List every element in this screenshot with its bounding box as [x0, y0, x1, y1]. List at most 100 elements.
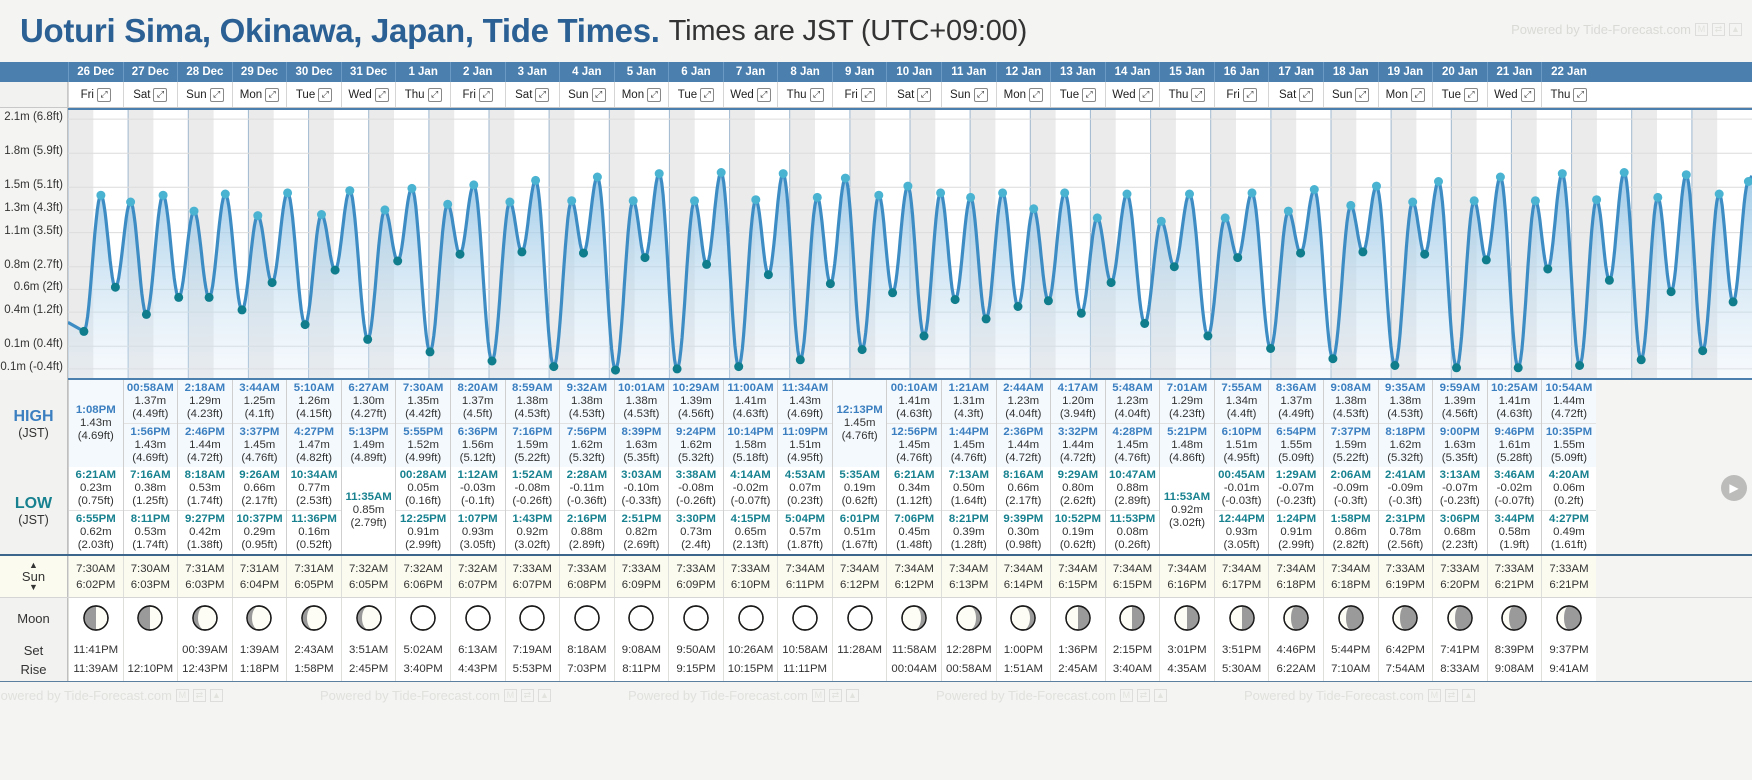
tide-height-m: 1.41m	[898, 395, 931, 407]
expand-icon[interactable]: ⤢	[1410, 87, 1425, 102]
tide-height-ft: (4.69ft)	[132, 451, 169, 464]
tide-event: 3:03AM -0.10m (-0.33ft)	[615, 467, 669, 510]
date-cell[interactable]: 15 Jan	[1159, 62, 1214, 82]
tide-time: 9:26AM	[239, 469, 280, 481]
tide-event: 2:41AM -0.09m (-0.3ft)	[1379, 467, 1433, 510]
tide-height-m: 1.63m	[1444, 439, 1476, 451]
date-cell[interactable]: 16 Jan	[1213, 62, 1269, 82]
tide-height-ft: (4.72ft)	[1059, 451, 1096, 464]
expand-icon[interactable]: ⤢	[1082, 87, 1097, 102]
tide-time: 00:28AM	[399, 469, 447, 481]
expand-icon[interactable]: ⤢	[1191, 87, 1206, 102]
tide-event: 1:12AM -0.03m (-0.1ft)	[451, 467, 505, 510]
tide-height-ft: (2.69ft)	[623, 538, 660, 551]
tide-time: 12:25PM	[400, 513, 447, 525]
date-cell[interactable]: 10 Jan	[886, 62, 941, 82]
date-cell[interactable]: 28 Dec	[177, 62, 232, 82]
expand-icon[interactable]: ⤢	[1242, 87, 1257, 102]
date-cell[interactable]: 26 Dec	[68, 62, 123, 82]
low-tide-cell: 9:29AM 0.80m (2.62ft) 10:52PM 0.19m (0.62ft)	[1050, 467, 1105, 554]
expand-icon[interactable]: ⤢	[1299, 87, 1314, 102]
dow-cell: Wed ⤢	[1104, 82, 1160, 107]
tide-event: 2:44AM 1.23m (4.04ft)	[997, 380, 1051, 423]
date-cell[interactable]: 2 Jan	[449, 62, 505, 82]
date-cell[interactable]: 11 Jan	[941, 62, 996, 82]
date-cell[interactable]: 12 Jan	[995, 62, 1051, 82]
expand-icon[interactable]: ⤢	[973, 87, 988, 102]
expand-icon[interactable]: ⤢	[427, 87, 442, 102]
moonset-time: 7:19AM	[512, 643, 552, 656]
date-cell[interactable]: 5 Jan	[613, 62, 669, 82]
tide-height-ft: (4.42ft)	[405, 407, 442, 420]
tide-height-ft: (4.69ft)	[77, 429, 114, 442]
sun-cell: 7:31AM 6:03PM	[177, 556, 232, 597]
tide-height-m: 1.34m	[1225, 395, 1258, 407]
tide-height-m: 0.82m	[625, 526, 658, 538]
tide-time: 11:53PM	[1109, 513, 1156, 525]
expand-icon[interactable]: ⤢	[860, 87, 875, 102]
date-cell[interactable]: 14 Jan	[1104, 62, 1160, 82]
expand-icon[interactable]: ⤢	[700, 87, 715, 102]
sunset-time: 6:13PM	[949, 578, 989, 591]
date-cell[interactable]: 8 Jan	[777, 62, 832, 82]
date-cell[interactable]: 27 Dec	[122, 62, 178, 82]
date-cell[interactable]: 20 Jan	[1432, 62, 1487, 82]
expand-icon[interactable]: ⤢	[318, 87, 333, 102]
dow-label: Mon	[239, 88, 263, 101]
expand-icon[interactable]: ⤢	[917, 87, 932, 102]
date-cell[interactable]: 7 Jan	[722, 62, 778, 82]
date-cell[interactable]: 18 Jan	[1322, 62, 1378, 82]
date-cell[interactable]: 19 Jan	[1377, 62, 1433, 82]
sunrise-time: 7:33AM	[1385, 562, 1425, 575]
expand-icon[interactable]: ⤢	[153, 87, 168, 102]
y-axis-tick: 0.4m (1.2ft)	[4, 304, 63, 317]
expand-icon[interactable]: ⤢	[591, 87, 606, 102]
tide-height-ft: (4.76ft)	[896, 451, 933, 464]
play-button[interactable]: ▶	[1721, 475, 1747, 501]
date-cell[interactable]: 31 Dec	[340, 62, 396, 82]
tide-height-ft: (5.32ft)	[677, 451, 715, 464]
date-cell[interactable]: 29 Dec	[231, 62, 287, 82]
expand-icon[interactable]: ⤢	[265, 87, 280, 102]
expand-icon[interactable]: ⤢	[478, 87, 493, 102]
sun-cell: 7:34AM 6:15PM	[1050, 556, 1105, 597]
tide-height-m: -0.02m	[732, 482, 769, 494]
date-cell[interactable]: 4 Jan	[559, 62, 614, 82]
wm2-icon-m: M	[503, 689, 517, 702]
moon-cell	[504, 598, 560, 638]
moon-setrise-cell: 2:43AM 1:58PM	[286, 638, 341, 681]
date-cell[interactable]: 22 Jan	[1541, 62, 1596, 82]
tide-time: 10:14PM	[727, 426, 774, 438]
high-tide-cell: 8:20AM 1.37m (4.5ft) 6:36PM 1.56m (5.12ft)	[449, 380, 505, 467]
dow-cell: Sat ⤢	[1268, 82, 1323, 107]
expand-icon[interactable]: ⤢	[1138, 87, 1153, 102]
expand-icon[interactable]: ⤢	[535, 87, 550, 102]
tide-height-ft: (3.02ft)	[1168, 516, 1206, 529]
date-cell[interactable]: 13 Jan	[1050, 62, 1105, 82]
date-cell[interactable]: 3 Jan	[504, 62, 560, 82]
expand-icon[interactable]: ⤢	[1573, 87, 1588, 102]
tide-height-ft: (0.23ft)	[787, 494, 824, 507]
date-cell[interactable]: 6 Jan	[668, 62, 723, 82]
date-cell[interactable]: 1 Jan	[395, 62, 450, 82]
expand-icon[interactable]: ⤢	[209, 87, 224, 102]
low-tide-cell: 1:52AM -0.08m (-0.26ft) 1:43PM 0.92m (3.02ft)	[504, 467, 560, 554]
moon-phase-icon	[1392, 605, 1418, 631]
date-cell[interactable]: 9 Jan	[831, 62, 887, 82]
tide-height-m: 0.16m	[298, 526, 330, 538]
expand-icon[interactable]: ⤢	[1520, 87, 1535, 102]
tide-event: 1:21AM 1.31m (4.3ft)	[942, 380, 996, 423]
expand-icon[interactable]: ⤢	[374, 87, 389, 102]
expand-icon[interactable]: ⤢	[756, 87, 771, 102]
expand-icon[interactable]: ⤢	[1355, 87, 1370, 102]
date-cell[interactable]: 21 Jan	[1486, 62, 1542, 82]
date-cell[interactable]: 30 Dec	[286, 62, 341, 82]
expand-icon[interactable]: ⤢	[1464, 87, 1479, 102]
date-cell[interactable]: 17 Jan	[1268, 62, 1323, 82]
expand-icon[interactable]: ⤢	[96, 87, 111, 102]
tide-event: 6:21AM 0.34m (1.12ft)	[887, 467, 941, 510]
expand-icon[interactable]: ⤢	[809, 87, 824, 102]
expand-icon[interactable]: ⤢	[647, 87, 662, 102]
expand-icon[interactable]: ⤢	[1029, 87, 1044, 102]
sun-cell: 7:34AM 6:13PM	[941, 556, 996, 597]
